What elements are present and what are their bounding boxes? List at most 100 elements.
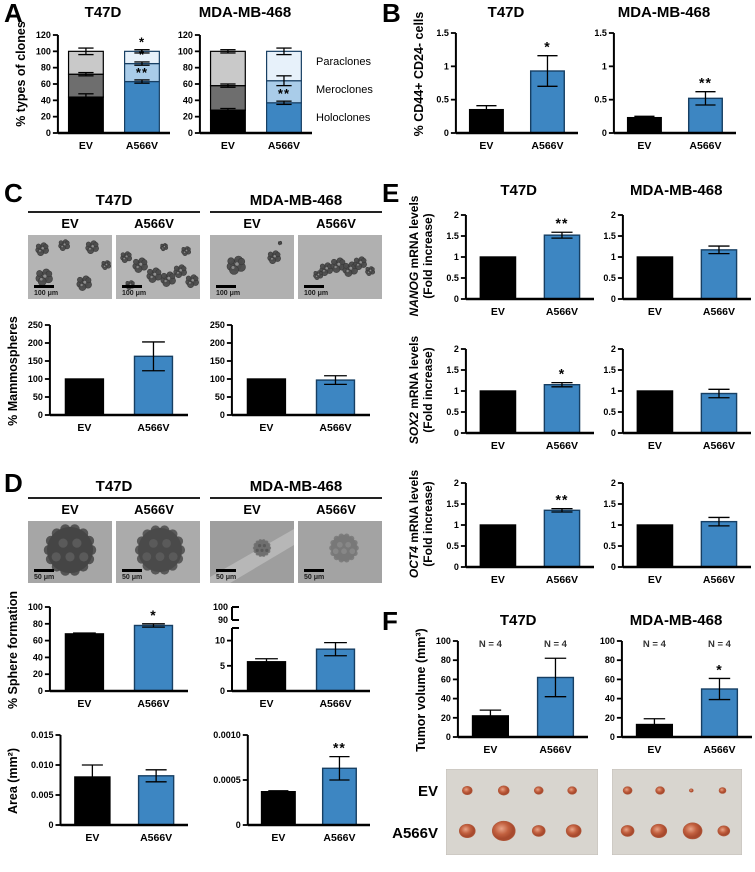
- svg-text:0: 0: [602, 128, 607, 138]
- micrograph-mammospheres-mda-a566v: 100 μm: [298, 235, 382, 299]
- svg-text:A566V: A566V: [323, 832, 355, 844]
- chart-nanog-mda-mb-468: 0 0.5 1 1.5 2 EV A566V: [604, 210, 752, 318]
- svg-text:1.5: 1.5: [446, 499, 459, 509]
- svg-text:**: **: [555, 492, 568, 508]
- micrograph-sphere-mda-ev: 50 μm: [210, 521, 294, 583]
- svg-text:60: 60: [183, 79, 193, 89]
- chart-oct4-mda-mb-468: 0 0.5 1 1.5 2 EV A566V: [604, 478, 752, 586]
- col-label-ev: EV: [243, 502, 261, 517]
- column-title-mda: MDA-MB-468: [629, 182, 723, 199]
- svg-text:EV: EV: [648, 574, 662, 586]
- svg-text:80: 80: [441, 655, 451, 665]
- svg-text:0: 0: [220, 410, 225, 420]
- svg-text:0.5: 0.5: [446, 541, 459, 551]
- svg-text:1.5: 1.5: [604, 499, 617, 509]
- legend-clone-types: Paraclones Meroclones Holoclones: [316, 4, 373, 124]
- svg-text:0.5: 0.5: [594, 95, 607, 105]
- svg-text:100: 100: [436, 636, 451, 646]
- svg-text:EV: EV: [85, 832, 99, 844]
- svg-text:A566V: A566V: [546, 574, 578, 586]
- panel-b-letter: B: [382, 0, 401, 28]
- panel-a-ylabel: % types of clones: [14, 21, 28, 128]
- tumor-row-labels: EV A566V: [380, 770, 446, 854]
- svg-text:0: 0: [446, 732, 451, 742]
- svg-text:100: 100: [28, 374, 43, 384]
- chart-sox2-mda-mb-468: 0 0.5 1 1.5 2 EV A566V: [604, 344, 752, 452]
- svg-text:**: **: [555, 215, 568, 231]
- panel-d-ylabel-area: Area (mm²): [6, 747, 20, 814]
- svg-text:A566V: A566V: [703, 306, 735, 318]
- svg-text:2: 2: [611, 210, 616, 220]
- chart-area-mda-mb-468: 0 0.0005 0.0010 ** EV A566V: [213, 730, 370, 844]
- ylabel-nanog: NANOG mRNA levels (Fold increase): [407, 195, 435, 317]
- svg-text:150: 150: [28, 356, 43, 366]
- svg-text:0: 0: [610, 732, 615, 742]
- svg-text:50 μm: 50 μm: [34, 574, 54, 581]
- chart-title-mda: MDA-MB-468: [198, 4, 292, 21]
- legend-item-meroclones: Meroclones: [316, 84, 373, 96]
- svg-text:1: 1: [454, 252, 459, 262]
- chart-mammospheres-mda-mb-468: 0 50 100 150 200 250 EV A566V: [210, 320, 370, 434]
- svg-text:0: 0: [220, 686, 225, 696]
- chart-title-t47d: T47D: [84, 4, 122, 21]
- svg-text:100: 100: [28, 602, 43, 612]
- svg-text:50 μm: 50 μm: [216, 574, 236, 581]
- svg-text:2: 2: [454, 344, 459, 354]
- svg-text:0: 0: [38, 410, 43, 420]
- svg-text:A566V: A566V: [137, 698, 169, 710]
- chart-cd44-cd24-t47d: 0 0.5 1 1.5 * EV A566V: [436, 28, 578, 152]
- svg-text:EV: EV: [648, 744, 662, 756]
- svg-text:EV: EV: [79, 140, 93, 152]
- svg-text:*: *: [559, 366, 565, 382]
- svg-text:60: 60: [41, 79, 51, 89]
- col-label-ev: EV: [243, 216, 261, 231]
- row-label-a566v: A566V: [392, 824, 438, 842]
- micrograph-group-t47d: T47D EV A566V 100 μm 100 μm: [28, 192, 200, 299]
- group-title-t47d: T47D: [28, 192, 200, 213]
- chart-oct4-t47d: 0 0.5 1 1.5 2 ** EV A566V: [446, 478, 594, 586]
- svg-text:1: 1: [454, 520, 459, 530]
- svg-text:100: 100: [178, 46, 193, 56]
- chart-tumor-volume-mda-mb-468: 0 20 40 60 80 100 * N = 4 N = 4 EV A566V: [600, 636, 753, 756]
- svg-text:100 μm: 100 μm: [122, 290, 146, 297]
- svg-text:40: 40: [33, 652, 43, 662]
- svg-text:1.5: 1.5: [604, 365, 617, 375]
- svg-text:50 μm: 50 μm: [304, 574, 324, 581]
- svg-text:0.5: 0.5: [446, 273, 459, 283]
- svg-text:5: 5: [220, 661, 225, 671]
- svg-text:*: *: [150, 607, 156, 623]
- panel-c: C T47D EV A566V 100 μm 100 μm MDA-MB-468…: [2, 180, 382, 470]
- svg-text:EV: EV: [491, 440, 505, 452]
- svg-text:0: 0: [46, 128, 51, 138]
- svg-text:100 μm: 100 μm: [216, 290, 240, 297]
- svg-text:*: *: [544, 39, 550, 55]
- chart-title-t47d: T47D: [499, 612, 537, 629]
- photo-tumors-t47d: [446, 769, 598, 855]
- svg-text:1.5: 1.5: [446, 231, 459, 241]
- svg-text:250: 250: [210, 320, 225, 330]
- svg-text:120: 120: [178, 30, 193, 40]
- col-label-ev: EV: [61, 502, 79, 517]
- svg-text:40: 40: [441, 694, 451, 704]
- svg-text:1.5: 1.5: [594, 28, 607, 38]
- panel-b-ylabel: % CD44+ CD24- cells: [412, 12, 426, 137]
- svg-text:0.005: 0.005: [31, 790, 54, 800]
- svg-text:A566V: A566V: [126, 140, 158, 152]
- panel-d: D T47D EV A566V 50 μm 50 μm MDA-MB-468 E…: [2, 470, 382, 872]
- svg-text:EV: EV: [221, 140, 235, 152]
- svg-text:EV: EV: [483, 744, 497, 756]
- panel-f: F T47D MDA-MB-468 Tumor volume (mm³) 0 20…: [380, 608, 755, 872]
- micrograph-mammospheres-t47d-ev: 100 μm: [28, 235, 112, 299]
- svg-text:80: 80: [33, 619, 43, 629]
- svg-text:120: 120: [36, 30, 51, 40]
- panel-a: A % types of clones T47D 0 20 40 60 80 100 120…: [2, 0, 378, 178]
- svg-text:2: 2: [611, 478, 616, 488]
- svg-text:EV: EV: [637, 140, 651, 152]
- ylabel-oct4: OCT4 mRNA levels (Fold increase): [407, 469, 435, 578]
- group-title-mda: MDA-MB-468: [210, 192, 382, 213]
- svg-text:60: 60: [605, 674, 615, 684]
- panel-e-letter: E: [382, 178, 400, 208]
- svg-text:0: 0: [611, 294, 616, 304]
- svg-text:40: 40: [605, 694, 615, 704]
